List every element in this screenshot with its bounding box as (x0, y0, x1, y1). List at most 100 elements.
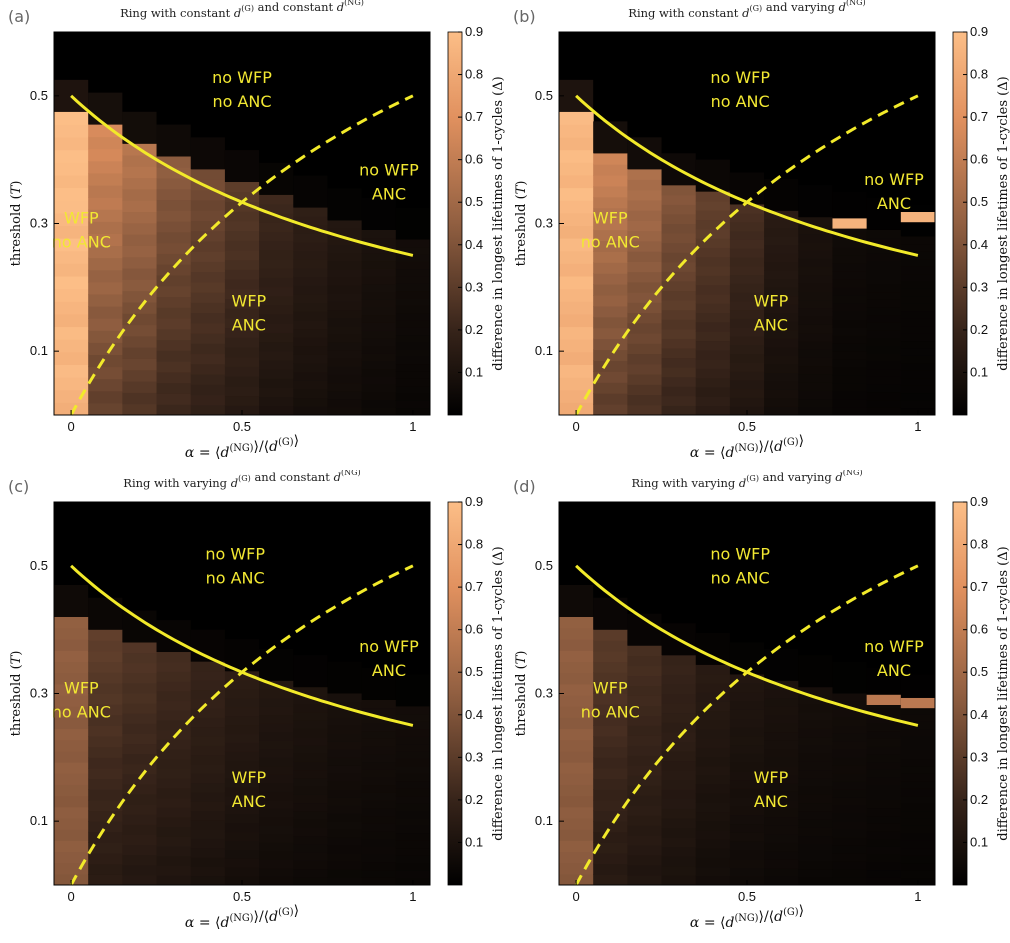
heatmap-cell (293, 695, 328, 705)
heatmap-cell (327, 268, 363, 278)
heatmap-cell (559, 351, 594, 365)
y-tick-label: 0.5 (30, 88, 48, 103)
heatmap-cell (122, 642, 158, 654)
heatmap-cell (866, 730, 902, 739)
heatmap-cell (900, 840, 936, 849)
heatmap-cell (764, 757, 799, 767)
heatmap-cell (627, 189, 663, 201)
heatmap-cell (695, 303, 731, 314)
colorbar-tick-label: 0.4 (970, 707, 988, 722)
heatmap-cell (259, 731, 294, 741)
heatmap-cell (259, 689, 294, 699)
heatmap-cell (798, 225, 833, 235)
heatmap-cell (395, 297, 431, 306)
heatmap-cell (866, 792, 902, 801)
heatmap-cell (88, 269, 123, 283)
heatmap-cell (832, 845, 868, 854)
heatmap-cell (593, 251, 628, 263)
colorbar (952, 501, 968, 886)
heatmap-cell (190, 791, 226, 802)
heatmap-cell (122, 692, 158, 704)
heatmap-cell (122, 824, 158, 835)
heatmap-cell (54, 124, 89, 138)
heatmap-cell (259, 774, 294, 784)
heatmap-cell (224, 249, 260, 261)
heatmap-cell (361, 838, 397, 847)
heatmap-cell (395, 283, 431, 292)
heatmap-cell (593, 349, 628, 361)
heatmap-cell (54, 351, 89, 365)
heatmap-cell (832, 399, 868, 408)
heatmap-cell (395, 334, 431, 343)
heatmap-cell (327, 220, 363, 229)
heatmap-cell (593, 207, 628, 220)
heatmap-cell (224, 298, 260, 309)
heatmap-cell (593, 863, 628, 875)
heatmap-cell (764, 850, 799, 860)
heatmap-cell (695, 701, 731, 712)
heatmap-cell (88, 257, 123, 271)
heatmap-cell (729, 230, 765, 240)
chart-svg-d: (d) Ring with varying d(G) and varying d(… (513, 468, 1010, 931)
heatmap-cell (661, 252, 697, 263)
heatmap-cell (729, 257, 765, 267)
heatmap-cell (661, 386, 697, 397)
heatmap-cell (661, 875, 697, 886)
heatmap-cell (361, 229, 397, 239)
heatmap-cell (832, 351, 868, 360)
heatmap-cell (559, 339, 594, 353)
heatmap-cell (88, 245, 123, 259)
heatmap-cell (729, 718, 765, 728)
heatmap-cell (293, 293, 328, 304)
heatmap-cell (54, 795, 89, 808)
heatmap-cell (798, 819, 833, 828)
heatmap-cell (798, 258, 833, 268)
heatmap-cell (156, 778, 192, 789)
heatmap-cell (661, 376, 697, 387)
heatmap-cell (88, 354, 123, 368)
heatmap-cell (361, 314, 397, 323)
heatmap-cell (224, 680, 260, 690)
heatmap-cell (559, 784, 594, 797)
heatmap-cell (156, 296, 192, 308)
heatmap-cell (729, 300, 765, 311)
heatmap-cell (395, 773, 431, 782)
heatmap-cell (54, 313, 89, 328)
heatmap-cell (361, 237, 397, 246)
heatmap-cell (224, 279, 260, 290)
region-label: WFP ANC (754, 768, 789, 811)
heatmap-cell (156, 768, 192, 779)
heatmap-cell (190, 847, 226, 858)
heatmap-cell (293, 233, 328, 243)
heatmap-cell (224, 337, 260, 348)
heatmap-cell (695, 331, 731, 342)
heatmap-cell (866, 376, 902, 385)
heatmap-cell (593, 284, 628, 296)
heatmap-cell (832, 191, 867, 224)
heatmap-cell (122, 392, 158, 405)
heatmap-cell (54, 840, 89, 852)
heatmap-cell (798, 868, 833, 878)
heatmap-cell (293, 703, 328, 713)
heatmap-cell (764, 808, 799, 818)
heatmap-cell (900, 400, 936, 409)
heatmap-cell (293, 276, 328, 286)
heatmap-cell (559, 377, 594, 391)
heatmap-cell (832, 717, 868, 726)
heatmap-cell (122, 245, 158, 258)
heatmap-cell (832, 765, 868, 774)
heatmap-cell (627, 805, 663, 816)
heatmap-cell (627, 865, 663, 876)
heatmap-cell (361, 268, 397, 277)
heatmap-cell (764, 714, 799, 724)
heatmap-cell (661, 300, 697, 311)
heatmap-cell (293, 827, 328, 837)
heatmap-cell (190, 726, 226, 737)
heatmap-cell (593, 175, 628, 187)
heatmap-cell (395, 246, 431, 255)
colorbar-tick-label: 0.2 (465, 322, 483, 337)
heatmap-cell (593, 316, 628, 329)
heatmap-cell (866, 391, 902, 401)
heatmap-cell (395, 780, 431, 789)
panel-title: Ring with varying d(G) and constant d(NG… (123, 470, 360, 490)
